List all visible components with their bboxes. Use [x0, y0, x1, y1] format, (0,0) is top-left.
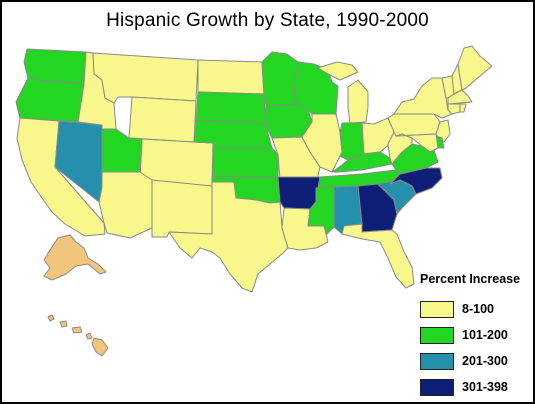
state-or[interactable]: [15, 77, 85, 123]
state-il[interactable]: [301, 113, 343, 173]
state-wy[interactable]: [128, 96, 197, 143]
state-in[interactable]: [339, 122, 365, 161]
legend-item: 201-300: [420, 348, 530, 374]
legend-swatch: [420, 326, 454, 344]
legend-label: 8-100: [462, 302, 494, 316]
state-fl[interactable]: [341, 223, 415, 289]
state-tx[interactable]: [168, 181, 289, 293]
map-title: Hispanic Growth by State, 1990-2000: [106, 10, 429, 31]
state-mt[interactable]: [92, 52, 199, 104]
legend-label: 301-398: [462, 380, 508, 394]
legend-item: 101-200: [420, 322, 530, 348]
state-ct[interactable]: [447, 103, 461, 115]
legend-swatch: [420, 378, 454, 396]
state-nm[interactable]: [151, 179, 213, 238]
legend-item: 8-100: [420, 296, 530, 322]
legend: Percent Increase 8-100 101-200 201-300 3…: [420, 272, 530, 400]
state-md[interactable]: [395, 133, 439, 153]
state-ak[interactable]: [43, 234, 107, 281]
legend-item: 301-398: [420, 374, 530, 400]
legend-label: 201-300: [462, 354, 508, 368]
state-ks[interactable]: [212, 147, 279, 178]
state-pa[interactable]: [387, 113, 441, 137]
state-ky[interactable]: [331, 151, 393, 173]
state-ri[interactable]: [459, 103, 467, 113]
state-mi[interactable]: [317, 61, 369, 124]
legend-swatch: [420, 352, 454, 370]
state-nd[interactable]: [197, 59, 265, 95]
legend-label: 101-200: [462, 328, 508, 342]
legend-title: Percent Increase: [420, 272, 521, 286]
state-me[interactable]: [457, 45, 493, 91]
state-ca[interactable]: [16, 117, 106, 237]
state-hi[interactable]: [47, 314, 109, 357]
state-az[interactable]: [98, 171, 153, 239]
legend-swatch: [420, 300, 454, 318]
